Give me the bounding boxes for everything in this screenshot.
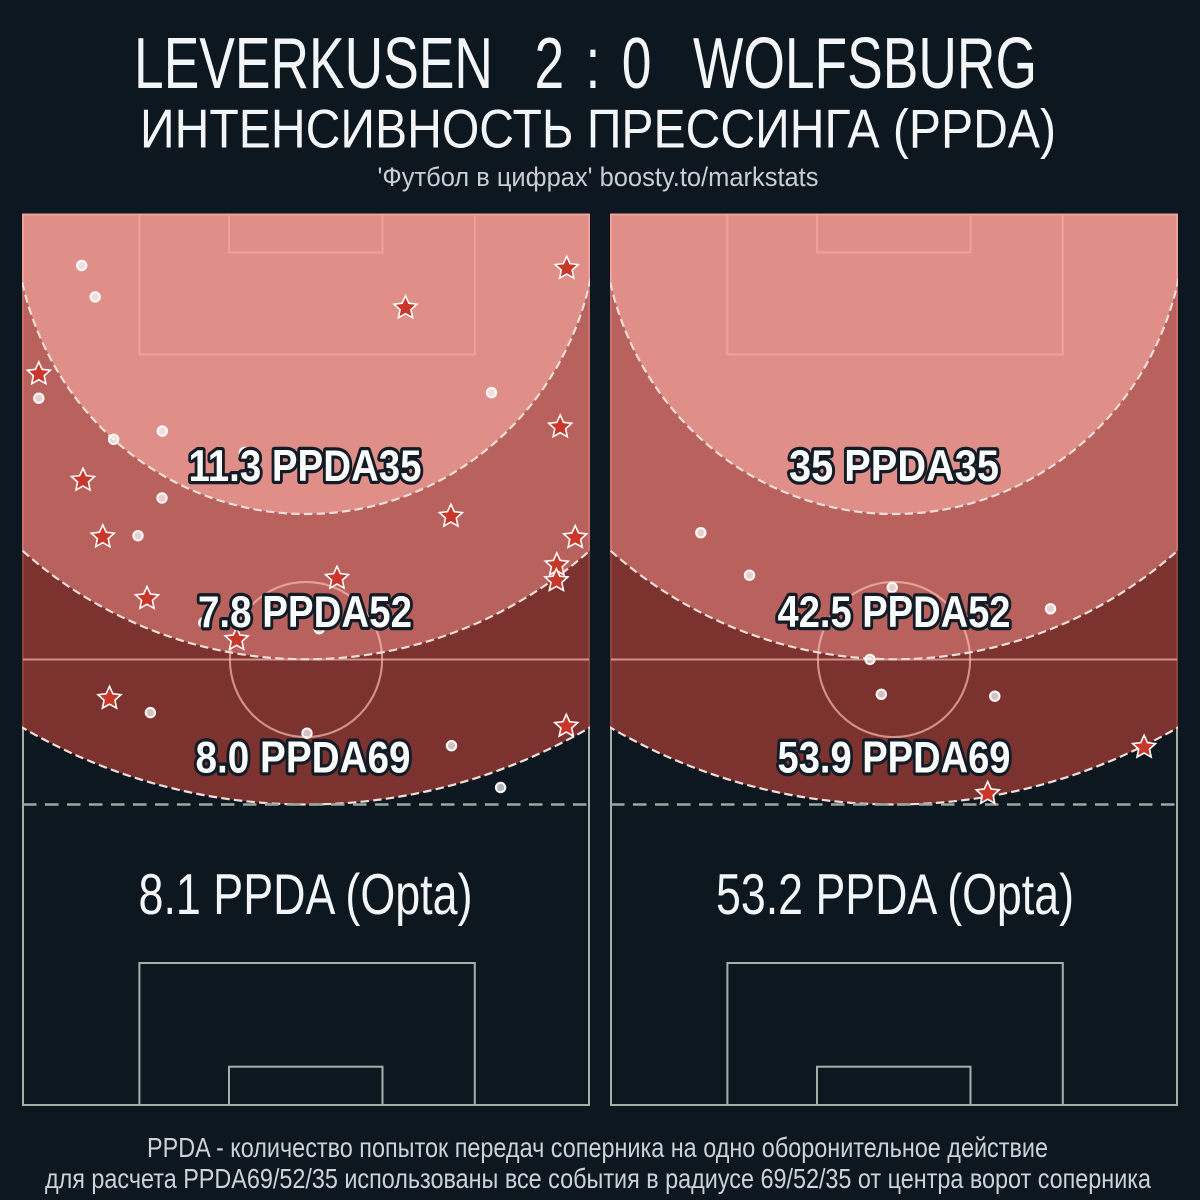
svg-text:53.9 PPDA69: 53.9 PPDA69	[778, 734, 1011, 783]
svg-text:35 PPDA35: 35 PPDA35	[789, 442, 999, 491]
svg-text:42.5 PPDA52: 42.5 PPDA52	[778, 588, 1011, 637]
svg-text:8.1 PPDA (Opta): 8.1 PPDA (Opta)	[139, 863, 473, 927]
svg-text:7.8 PPDA52: 7.8 PPDA52	[198, 588, 412, 637]
svg-text:для расчета PPDA69/52/35 испол: для расчета PPDA69/52/35 использованы вс…	[45, 1163, 1151, 1194]
svg-text:8.0 PPDA69: 8.0 PPDA69	[196, 734, 411, 783]
svg-text:ИНТЕНСИВНОСТЬ ПРЕССИНГА (PPDA): ИНТЕНСИВНОСТЬ ПРЕССИНГА (PPDA)	[140, 98, 1056, 160]
svg-text:11.3 PPDA35: 11.3 PPDA35	[189, 442, 422, 491]
svg-text:PPDA - количество попыток пере: PPDA - количество попыток передач соперн…	[147, 1132, 1048, 1163]
svg-text:LEVERKUSEN 2 : 0 WOLFSBURG: LEVERKUSEN 2 : 0 WOLFSBURG	[134, 24, 1037, 104]
svg-text:'Футбол в цифрах' boosty.to/ma: 'Футбол в цифрах' boosty.to/markstats	[378, 162, 819, 192]
svg-text:53.2 PPDA (Opta): 53.2 PPDA (Opta)	[716, 863, 1074, 927]
